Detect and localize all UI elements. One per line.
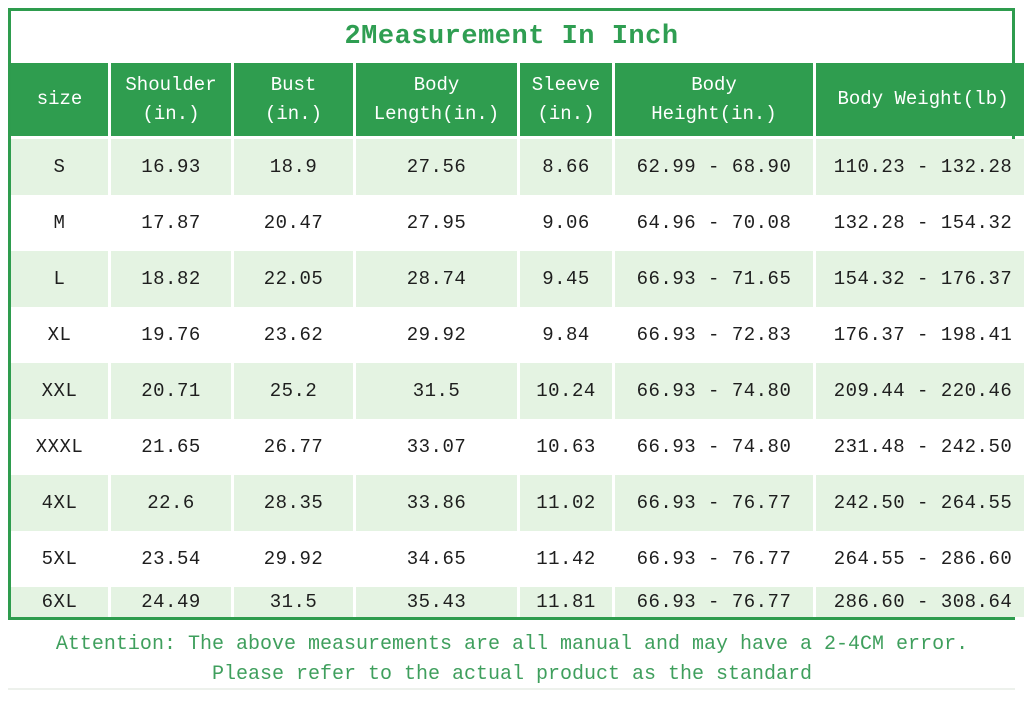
page-title: 2Measurement In Inch bbox=[344, 22, 679, 52]
table-row: 6XL 24.49 31.5 35.43 11.81 66.93 - 76.77 286.6… bbox=[11, 587, 1024, 617]
table-cell: 110.23 - 132.28 bbox=[816, 139, 1024, 195]
table-cell: 18.82 bbox=[111, 251, 231, 307]
attention-line-1: Attention: The above measurements are al… bbox=[55, 633, 969, 656]
table-cell: 5XL bbox=[11, 531, 108, 587]
table-cell: 18.9 bbox=[234, 139, 353, 195]
table-cell: L bbox=[11, 251, 108, 307]
table-cell: 10.24 bbox=[520, 363, 612, 419]
table-row: XL 19.76 23.62 29.92 9.84 66.93 - 72.83 176.37… bbox=[11, 307, 1024, 363]
table-cell: 10.63 bbox=[520, 419, 612, 475]
table-cell: 28.74 bbox=[356, 251, 517, 307]
table-cell: 27.95 bbox=[356, 195, 517, 251]
table-row: S 16.93 18.9 27.56 8.66 62.99 - 68.90 110.23 -… bbox=[11, 139, 1024, 195]
table-row: M 17.87 20.47 27.95 9.06 64.96 - 70.08 132.28 … bbox=[11, 195, 1024, 251]
table-cell: 28.35 bbox=[234, 475, 353, 531]
table-cell: 19.76 bbox=[111, 307, 231, 363]
table-cell: 24.49 bbox=[111, 587, 231, 617]
table-cell: XXL bbox=[11, 363, 108, 419]
table-cell: 31.5 bbox=[234, 587, 353, 617]
table-cell: 34.65 bbox=[356, 531, 517, 587]
column-header: Shoulder (in.) bbox=[111, 63, 231, 136]
table-cell: 231.48 - 242.50 bbox=[816, 419, 1024, 475]
table-cell: 4XL bbox=[11, 475, 108, 531]
table-cell: 132.28 - 154.32 bbox=[816, 195, 1024, 251]
table-cell: 22.6 bbox=[111, 475, 231, 531]
attention-note: Attention: The above measurements are al… bbox=[0, 624, 1024, 690]
column-header: size bbox=[11, 63, 108, 136]
column-header: Body Weight(lb) bbox=[816, 63, 1024, 136]
table-cell: 29.92 bbox=[234, 531, 353, 587]
table-cell: 9.84 bbox=[520, 307, 612, 363]
table-row: 4XL 22.6 28.35 33.86 11.02 66.93 - 76.77 242.5… bbox=[11, 475, 1024, 531]
table-cell: XL bbox=[11, 307, 108, 363]
table-cell: 9.45 bbox=[520, 251, 612, 307]
table-cell: 176.37 - 198.41 bbox=[816, 307, 1024, 363]
table-row: L 18.82 22.05 28.74 9.45 66.93 - 71.65 154.32 … bbox=[11, 251, 1024, 307]
table-cell: S bbox=[11, 139, 108, 195]
table-cell: M bbox=[11, 195, 108, 251]
table-cell: 23.54 bbox=[111, 531, 231, 587]
table-cell: 29.92 bbox=[356, 307, 517, 363]
bottom-divider bbox=[8, 688, 1015, 690]
table-cell: 209.44 - 220.46 bbox=[816, 363, 1024, 419]
table-cell: 62.99 - 68.90 bbox=[615, 139, 813, 195]
table-cell: 66.93 - 76.77 bbox=[615, 475, 813, 531]
table-cell: 6XL bbox=[11, 587, 108, 617]
table-cell: 16.93 bbox=[111, 139, 231, 195]
table-cell: 20.47 bbox=[234, 195, 353, 251]
attention-line-2: Please refer to the actual product as th… bbox=[211, 663, 813, 686]
table-cell: 23.62 bbox=[234, 307, 353, 363]
table-cell: 26.77 bbox=[234, 419, 353, 475]
table-row: XXXL 21.65 26.77 33.07 10.63 66.93 - 74.80 231… bbox=[11, 419, 1024, 475]
table-cell: 9.06 bbox=[520, 195, 612, 251]
table-cell: 22.05 bbox=[234, 251, 353, 307]
table-row: XXL 20.71 25.2 31.5 10.24 66.93 - 74.80 209.44… bbox=[11, 363, 1024, 419]
table-cell: 66.93 - 74.80 bbox=[615, 363, 813, 419]
table-cell: 25.2 bbox=[234, 363, 353, 419]
table-cell: 242.50 - 264.55 bbox=[816, 475, 1024, 531]
table-cell: 11.42 bbox=[520, 531, 612, 587]
column-header: Body Height(in.) bbox=[615, 63, 813, 136]
table-cell: 286.60 - 308.64 bbox=[816, 587, 1024, 617]
table-cell: 21.65 bbox=[111, 419, 231, 475]
table-cell: 33.86 bbox=[356, 475, 517, 531]
column-header: Body Length(in.) bbox=[356, 63, 517, 136]
table-cell: 64.96 - 70.08 bbox=[615, 195, 813, 251]
table-cell: 8.66 bbox=[520, 139, 612, 195]
table-cell: 17.87 bbox=[111, 195, 231, 251]
table-cell: 27.56 bbox=[356, 139, 517, 195]
table-cell: 264.55 - 286.60 bbox=[816, 531, 1024, 587]
table-cell: 11.02 bbox=[520, 475, 612, 531]
table-cell: 33.07 bbox=[356, 419, 517, 475]
table-cell: 66.93 - 76.77 bbox=[615, 587, 813, 617]
header-row: size Shoulder (in.) Bust (in.) Body Length(… bbox=[11, 63, 1024, 136]
table-cell: 11.81 bbox=[520, 587, 612, 617]
table-cell: 66.93 - 74.80 bbox=[615, 419, 813, 475]
table-row: 5XL 23.54 29.92 34.65 11.42 66.93 - 76.77 264.… bbox=[11, 531, 1024, 587]
table-cell: 66.93 - 71.65 bbox=[615, 251, 813, 307]
table-cell: 20.71 bbox=[111, 363, 231, 419]
table-cell: 31.5 bbox=[356, 363, 517, 419]
column-header: Sleeve (in.) bbox=[520, 63, 612, 136]
size-chart-card: 2Measurement In Inch size Shoulder (in.) B… bbox=[8, 8, 1024, 620]
table-cell: 35.43 bbox=[356, 587, 517, 617]
table-cell: 66.93 - 72.83 bbox=[615, 307, 813, 363]
column-header: Bust (in.) bbox=[234, 63, 353, 136]
table-cell: 66.93 - 76.77 bbox=[615, 531, 813, 587]
table-cell: 154.32 - 176.37 bbox=[816, 251, 1024, 307]
table-body: S 16.93 18.9 27.56 8.66 62.99 - 68.90 110.23 -… bbox=[11, 139, 1024, 617]
table-cell: XXXL bbox=[11, 419, 108, 475]
